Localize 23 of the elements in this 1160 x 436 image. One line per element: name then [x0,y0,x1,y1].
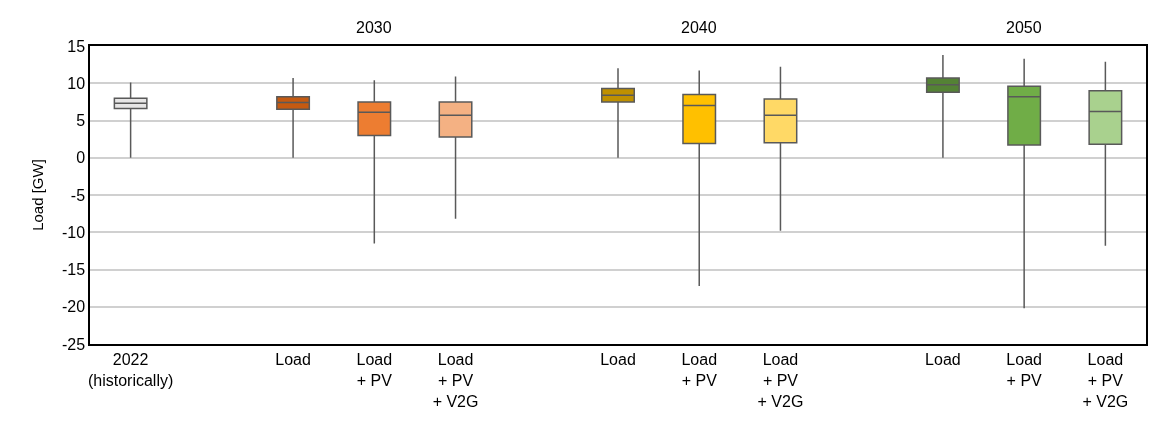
y-tick-label: -20 [61,298,86,316]
x-tick-label: Load + PV + V2G [757,350,804,410]
text: 2030 [356,19,392,36]
y-tick-label: 5 [76,112,86,130]
y-tick-label: 0 [76,149,86,167]
x-tick-label: Load + PV [681,350,718,389]
y-tick-label: -5 [70,186,86,204]
text: 2050 [1006,19,1042,36]
x-tick-label: Load [925,350,961,368]
x-tick-label: Load [275,350,311,368]
y-axis-title: Load [GW] [28,159,46,231]
y-tick-label: -25 [61,335,86,353]
y-tick-label: -15 [61,261,86,279]
x-tick-label: Load + PV + V2G [1082,350,1129,410]
x-tick-label: Load + PV [1006,350,1043,389]
x-tick-label: Load + PV [356,350,393,389]
x-tick-label: Load [600,350,636,368]
text: 2040 [681,19,717,36]
y-tick-label: 15 [67,37,86,55]
x-tick-label: 2022 (historically) [87,350,174,389]
x-tick-label: Load + PV + V2G [432,350,479,410]
y-tick-label: 10 [67,74,86,92]
y-tick-label: -10 [61,223,86,241]
